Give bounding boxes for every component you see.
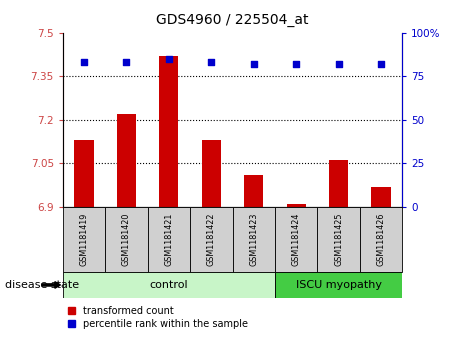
- Bar: [286, 204, 306, 207]
- Bar: [360, 207, 402, 272]
- Point: [80, 60, 88, 65]
- Text: GSM1181422: GSM1181422: [207, 212, 216, 266]
- Text: disease state: disease state: [5, 280, 79, 290]
- Bar: [232, 207, 275, 272]
- Bar: [117, 114, 136, 207]
- Bar: [317, 207, 360, 272]
- Point: [207, 60, 215, 65]
- Bar: [329, 160, 348, 207]
- Bar: [159, 56, 179, 207]
- Text: GDS4960 / 225504_at: GDS4960 / 225504_at: [156, 13, 309, 27]
- Point: [377, 61, 385, 67]
- Text: GSM1181426: GSM1181426: [377, 212, 385, 265]
- Text: GSM1181420: GSM1181420: [122, 212, 131, 265]
- Bar: [244, 175, 263, 207]
- Text: GSM1181425: GSM1181425: [334, 212, 343, 266]
- Point: [165, 56, 173, 62]
- Legend: transformed count, percentile rank within the sample: transformed count, percentile rank withi…: [67, 306, 248, 329]
- Bar: [275, 272, 402, 298]
- Text: GSM1181419: GSM1181419: [80, 212, 88, 265]
- Point: [335, 61, 342, 67]
- Text: ISCU myopathy: ISCU myopathy: [296, 280, 382, 290]
- Text: GSM1181423: GSM1181423: [249, 212, 258, 265]
- Bar: [190, 207, 232, 272]
- Text: GSM1181424: GSM1181424: [292, 212, 301, 265]
- Text: control: control: [150, 280, 188, 290]
- Point: [123, 60, 130, 65]
- Bar: [202, 140, 221, 207]
- Bar: [63, 272, 275, 298]
- Bar: [372, 187, 391, 207]
- Point: [250, 61, 258, 67]
- Text: GSM1181421: GSM1181421: [164, 212, 173, 265]
- Bar: [105, 207, 147, 272]
- Bar: [63, 207, 105, 272]
- Point: [292, 61, 300, 67]
- Bar: [275, 207, 317, 272]
- Bar: [147, 207, 190, 272]
- Bar: [74, 140, 93, 207]
